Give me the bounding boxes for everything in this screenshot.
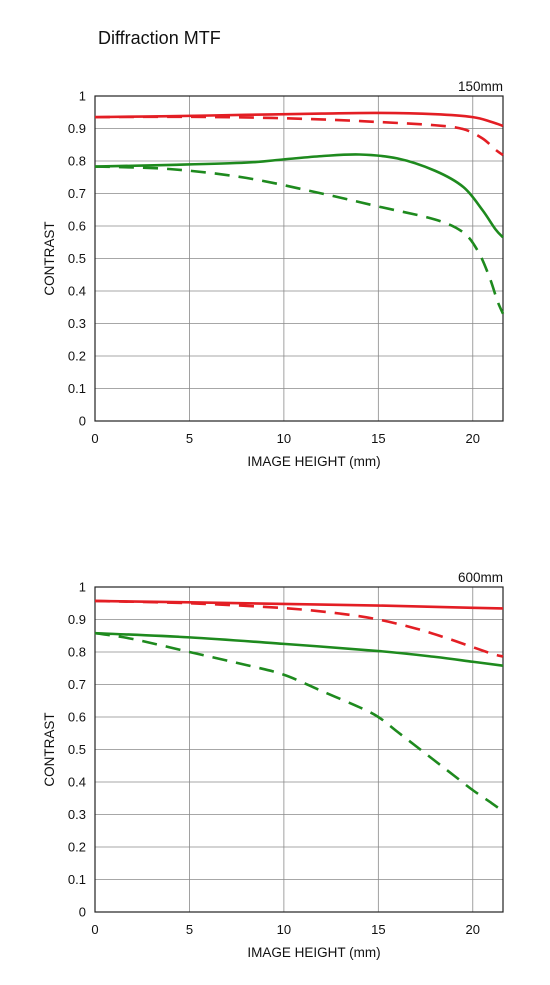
y-axis-label: CONTRAST xyxy=(42,712,57,786)
mtf-curve-green-solid xyxy=(94,153,504,239)
y-tick-label: 0.9 xyxy=(68,612,86,627)
y-tick-label: 0.1 xyxy=(68,872,86,887)
page-title: Diffraction MTF xyxy=(98,28,221,48)
focal-length-label: 150mm xyxy=(458,79,503,94)
y-tick-label: 0.2 xyxy=(68,349,86,364)
y-tick-label: 0.9 xyxy=(68,121,86,136)
mtf-curve-red-dashed xyxy=(94,115,504,157)
y-tick-label: 0.2 xyxy=(68,840,86,855)
y-tick-label: 0.7 xyxy=(68,677,86,692)
y-tick-label: 0.4 xyxy=(68,775,86,790)
y-tick-label: 1 xyxy=(79,89,86,104)
x-tick-label: 5 xyxy=(186,431,193,446)
y-axis-label: CONTRAST xyxy=(42,221,57,295)
x-axis-label: IMAGE HEIGHT (mm) xyxy=(247,454,380,469)
y-tick-label: 1 xyxy=(79,580,86,595)
y-tick-label: 0.3 xyxy=(68,807,86,822)
x-axis-label: IMAGE HEIGHT (mm) xyxy=(247,945,380,960)
chart-600mm: 00.10.20.30.40.50.60.70.80.910 5 10 15 20IMA… xyxy=(42,570,504,960)
y-tick-label: 0.6 xyxy=(68,219,86,234)
chart-150mm: 00.10.20.30.40.50.60.70.80.910 5 10 15 20IMA… xyxy=(42,79,505,469)
y-tick-label: 0.1 xyxy=(68,381,86,396)
plot-frame xyxy=(94,586,504,913)
y-tick-label: 0.8 xyxy=(68,645,86,660)
mtf-curve-red-dashed xyxy=(94,599,504,658)
y-tick-label: 0.3 xyxy=(68,316,86,331)
y-tick-label: 0 xyxy=(79,414,86,429)
x-tick-label: 10 xyxy=(277,922,291,937)
x-tick-label: 15 xyxy=(371,922,385,937)
y-tick-label: 0.7 xyxy=(68,186,86,201)
x-tick-label: 20 xyxy=(466,431,480,446)
y-tick-label: 0.4 xyxy=(68,284,86,299)
x-tick-label: 0 xyxy=(91,922,98,937)
y-tick-label: 0.5 xyxy=(68,251,86,266)
mtf-curve-green-dashed xyxy=(94,165,505,315)
mtf-curve-green-solid xyxy=(94,631,504,667)
y-tick-label: 0.6 xyxy=(68,710,86,725)
x-tick-label: 15 xyxy=(371,431,385,446)
y-tick-label: 0.5 xyxy=(68,742,86,757)
focal-length-label: 600mm xyxy=(458,570,503,585)
x-tick-label: 20 xyxy=(466,922,480,937)
y-tick-label: 0 xyxy=(79,905,86,920)
x-tick-label: 10 xyxy=(277,431,291,446)
x-tick-label: 0 xyxy=(91,431,98,446)
mtf-curve-red-solid xyxy=(94,111,504,128)
y-tick-label: 0.8 xyxy=(68,154,86,169)
plot-frame xyxy=(94,95,504,422)
x-tick-label: 5 xyxy=(186,922,193,937)
mtf-curve-green-dashed xyxy=(94,631,504,813)
